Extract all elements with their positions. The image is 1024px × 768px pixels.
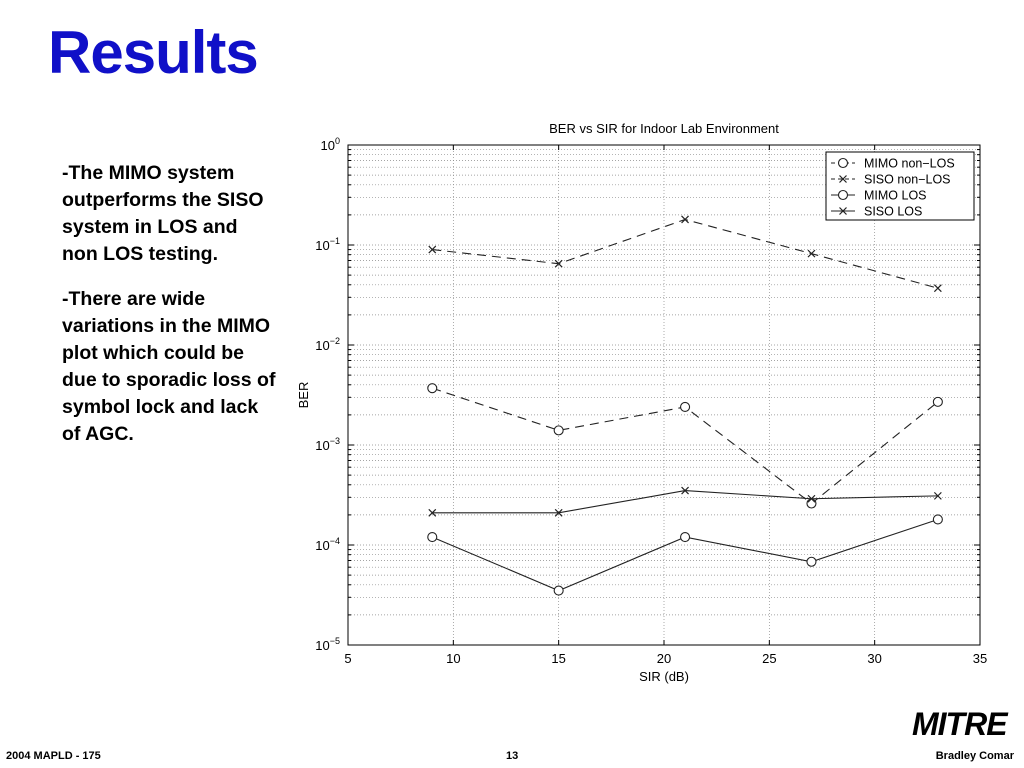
data-point — [554, 259, 563, 268]
data-point — [428, 245, 437, 254]
y-axis-label: BER — [296, 382, 311, 409]
marker-stroke — [428, 245, 437, 254]
series-line — [432, 518, 939, 592]
y-tick-label: 10−5 — [315, 636, 340, 653]
y-tick-label: 10−4 — [315, 536, 340, 553]
legend-marker — [837, 157, 849, 169]
marker-stroke — [839, 175, 847, 183]
data-point — [932, 514, 943, 525]
legend-entry: SISO non−LOS — [831, 173, 951, 187]
data-point — [933, 491, 942, 500]
bullet-1: -The MIMO system outperforms the SISO sy… — [62, 162, 264, 265]
legend-entry: SISO LOS — [831, 205, 922, 219]
data-point — [806, 556, 817, 567]
x-tick-label: 5 — [344, 651, 351, 666]
y-tick-label: 100 — [321, 136, 340, 153]
data-point — [681, 215, 689, 224]
x-tick-label: 15 — [551, 651, 565, 666]
legend-label: MIMO non−LOS — [864, 157, 955, 171]
marker-stroke — [428, 508, 437, 517]
legend-box — [825, 151, 975, 221]
data-point — [680, 401, 691, 413]
marker-stroke — [839, 207, 847, 215]
data-point — [807, 249, 816, 258]
data-point — [681, 486, 689, 495]
data-point — [680, 532, 691, 543]
data-point — [554, 508, 563, 517]
bullet-text: -The MIMO system outperforms the SISO sy… — [62, 160, 277, 466]
marker-stroke — [933, 284, 942, 293]
ber-chart: 5 10 15 20 25 30 35 100 10−1 10−2 10−3 10−4 10−5 BER… — [296, 121, 987, 684]
bullet-2: -There are wide variations in the MIMO p… — [62, 288, 276, 445]
series-line — [432, 490, 938, 514]
data-point — [427, 532, 438, 543]
legend: MIMO non−LOS SISO non−LOS MIMO LOS SISO LOS — [825, 151, 975, 221]
legend-entry: MIMO non−LOS — [831, 157, 955, 171]
series-line — [432, 218, 939, 289]
marker-stroke — [807, 249, 816, 258]
data-point — [806, 498, 817, 509]
marker-stroke — [554, 259, 563, 268]
legend-marker — [839, 207, 847, 215]
x-tick-label: 25 — [762, 651, 776, 666]
axis-ticks: 5 10 15 20 25 30 35 100 10−1 10−2 10−3 10−4 10−5 — [315, 136, 987, 666]
mitre-logo: MITRE — [912, 706, 1008, 742]
page-number: 13 — [506, 750, 519, 762]
legend-label: MIMO LOS — [864, 189, 927, 203]
series-3 — [428, 486, 942, 517]
legend-entry: MIMO LOS — [831, 189, 927, 203]
marker-stroke — [554, 508, 563, 517]
y-tick-label: 10−3 — [315, 436, 340, 453]
data-point — [553, 425, 564, 436]
legend-marker — [837, 189, 849, 201]
legend-label: SISO non−LOS — [864, 173, 951, 187]
data-point — [807, 494, 816, 503]
data-point — [932, 396, 943, 407]
data-point — [427, 383, 438, 394]
data-point — [428, 508, 437, 517]
legend-label: SISO LOS — [864, 205, 922, 219]
x-tick-label: 30 — [867, 651, 881, 666]
data-point — [933, 284, 942, 293]
y-tick-label: 10−2 — [315, 336, 340, 353]
data-series — [427, 215, 943, 596]
author: Bradley Comar — [935, 750, 1014, 762]
grid — [348, 145, 980, 645]
chart-title: BER vs SIR for Indoor Lab Environment — [549, 121, 779, 136]
series-2 — [427, 514, 943, 596]
y-tick-label: 10−1 — [315, 236, 340, 253]
series-0 — [427, 383, 943, 509]
marker-stroke — [933, 491, 942, 500]
data-point — [553, 585, 564, 596]
marker-stroke — [681, 486, 689, 495]
legend-marker — [839, 175, 847, 183]
x-tick-label: 20 — [657, 651, 671, 666]
x-tick-label: 10 — [446, 651, 460, 666]
slide-title: Results — [48, 19, 259, 86]
series-1 — [428, 215, 942, 293]
x-axis-label: SIR (dB) — [639, 669, 689, 684]
x-tick-label: 35 — [973, 651, 987, 666]
marker-stroke — [681, 215, 689, 224]
marker-stroke — [807, 494, 816, 503]
footer-left: 2004 MAPLD - 175 — [6, 750, 101, 762]
